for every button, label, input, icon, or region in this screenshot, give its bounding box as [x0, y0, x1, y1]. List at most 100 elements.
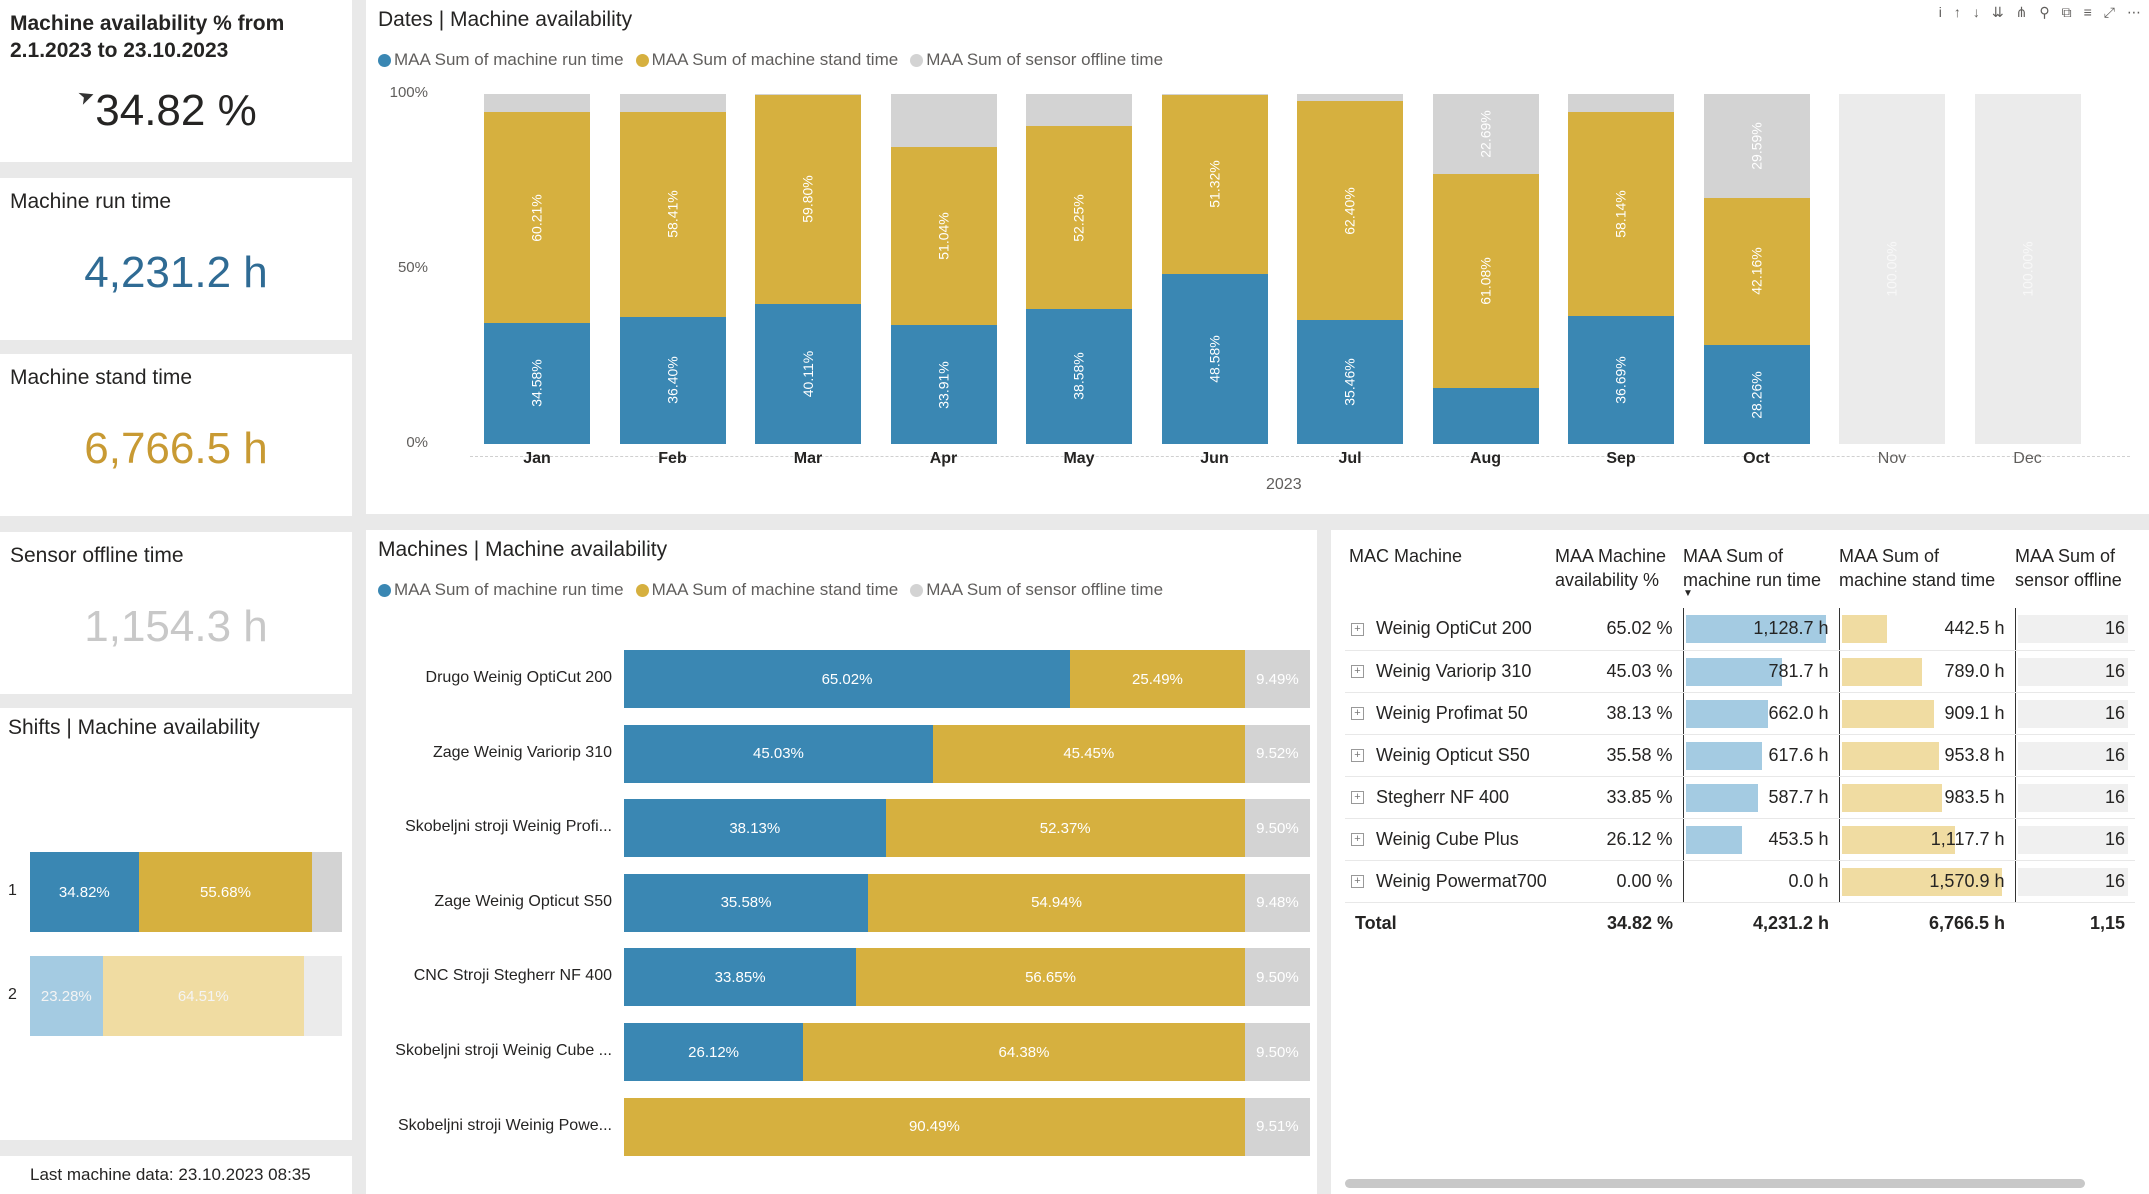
expand-icon[interactable]: + [1351, 749, 1364, 763]
expand-icon[interactable]: + [1351, 623, 1364, 636]
bar-segment-stand[interactable]: 64.51% [102, 956, 304, 1036]
bar-segment-offline-dec[interactable]: 100.00% [1974, 94, 2081, 444]
focus-mode-icon[interactable]: ⤢ [2103, 4, 2115, 20]
expand-icon[interactable]: + [1351, 665, 1364, 679]
bar-segment-offline[interactable]: 9.52% [1244, 724, 1310, 783]
column-header-machine[interactable]: MAC Machine [1349, 546, 1463, 566]
bar-segment-run-may[interactable]: 38.58% [1026, 308, 1132, 444]
bar-segment-stand[interactable]: 25.49% [1070, 650, 1245, 708]
bar-segment-offline-feb[interactable] [619, 94, 726, 113]
kpi-stand-time-card[interactable]: Machine stand time 6,766.5 h [0, 354, 352, 516]
table-row[interactable]: + Weinig Powermat700 0.00 % 0.0 h 1,570.9 h 1… [1345, 860, 2135, 903]
bar-segment-run[interactable]: 45.03% [624, 724, 933, 783]
bar-segment-stand[interactable]: 55.68% [138, 852, 313, 932]
bar-segment-offline-nov[interactable]: 100.00% [1839, 94, 1945, 444]
info-icon[interactable]: i [1938, 4, 1942, 20]
bar-segment-stand-jul[interactable]: 62.40% [1297, 101, 1403, 320]
bar-segment-stand[interactable]: 54.94% [868, 873, 1245, 932]
horizontal-scrollbar[interactable] [1345, 1179, 2085, 1188]
bar-segment-run-mar[interactable]: 40.11% [755, 303, 861, 444]
machines-table-card[interactable]: MAC Machine MAA Machine availability % M… [1331, 530, 2149, 1194]
bar-segment-run-oct[interactable]: 28.26% [1703, 345, 1810, 444]
filter-icon[interactable]: ≡ [2083, 4, 2092, 20]
bar-segment-stand-jun[interactable]: 51.32% [1161, 94, 1268, 274]
bar-segment-run-sep[interactable]: 36.69% [1568, 315, 1674, 444]
pin-icon[interactable]: ⚲ [2039, 4, 2050, 20]
expand-icon[interactable]: + [1351, 707, 1364, 721]
kpi-sensor-offline-card[interactable]: Sensor offline time 1,154.3 h [0, 532, 352, 694]
bar-segment-offline-apr[interactable] [890, 94, 997, 147]
table-row[interactable]: + Weinig Profimat 50 38.13 % 662.0 h 909.1 h… [1345, 692, 2135, 735]
expand-icon[interactable]: + [1351, 791, 1364, 805]
bar-segment-run-apr[interactable]: 33.91% [890, 325, 997, 444]
bar-segment-offline[interactable]: 9.50% [1244, 799, 1310, 858]
column-header-stand-time[interactable]: MAA Sum of machine stand time [1839, 546, 1996, 590]
kpi-availability-card[interactable]: Machine availability % from 2.1.2023 to … [0, 0, 352, 162]
bar-segment-offline[interactable]: 9.51% [1244, 1097, 1310, 1156]
bar-segment-run[interactable]: 23.28% [30, 956, 103, 1036]
bar-segment-run[interactable]: 38.13% [624, 799, 886, 858]
expand-icon[interactable]: + [1351, 875, 1364, 889]
bar-segment-run[interactable]: 26.12% [624, 1023, 804, 1081]
bar-segment-offline-aug[interactable]: 22.69% [1432, 94, 1539, 175]
table-row[interactable]: + Weinig Variorip 310 45.03 % 781.7 h 789.0 … [1345, 650, 2135, 693]
bar-segment-stand-sep[interactable]: 58.14% [1568, 112, 1674, 316]
bar-segment-offline-jan[interactable] [484, 94, 590, 113]
bar-segment-stand[interactable]: 64.38% [803, 1023, 1245, 1081]
legend-item-offline[interactable]: MAA Sum of sensor offline time [910, 50, 1163, 70]
bar-segment-run-aug[interactable] [1432, 388, 1539, 444]
bar-segment-offline-sep[interactable] [1568, 94, 1674, 113]
legend-item-run[interactable]: MAA Sum of machine run time [378, 580, 624, 600]
table-row[interactable]: + Weinig Cube Plus 26.12 % 453.5 h 1,117.7 h… [1345, 818, 2135, 861]
dates-chart-card[interactable]: Dates | Machine availability i ↑ ↓ ⇊ ⋔ ⚲ ⧉ ≡ ⤢ ⋯ … [366, 0, 2149, 514]
bar-segment-stand-may[interactable]: 52.25% [1026, 126, 1132, 309]
bar-segment-offline[interactable]: 9.50% [1244, 948, 1310, 1007]
machines-chart-card[interactable]: Machines | Machine availability MAA Sum … [366, 530, 1317, 1194]
column-header-offline[interactable]: MAA Sum of sensor offline [2015, 546, 2122, 590]
bar-segment-run-feb[interactable]: 36.40% [619, 316, 726, 444]
bar-segment-offline-may[interactable] [1026, 94, 1132, 127]
column-header-availability[interactable]: MAA Machine availability % [1555, 546, 1667, 590]
bar-segment-offline[interactable]: 9.48% [1244, 873, 1310, 932]
bar-segment-stand[interactable]: 52.37% [885, 799, 1245, 858]
bar-segment-stand-oct[interactable]: 42.16% [1703, 197, 1810, 346]
more-options-icon[interactable]: ⋯ [2127, 4, 2141, 20]
bar-segment-stand-jan[interactable]: 60.21% [484, 112, 590, 323]
arrow-down-icon[interactable]: ↓ [1972, 4, 1980, 20]
legend-item-stand[interactable]: MAA Sum of machine stand time [635, 50, 898, 70]
bar-segment-stand-apr[interactable]: 51.04% [890, 146, 997, 326]
bar-segment-run-jul[interactable]: 35.46% [1297, 319, 1403, 444]
column-header-run-time[interactable]: MAA Sum of machine run time ▼ [1683, 544, 1839, 608]
bar-segment-run[interactable]: 33.85% [624, 948, 857, 1007]
table-row[interactable]: + Weinig OptiCut 200 65.02 % 1,128.7 h 442.5… [1345, 608, 2135, 651]
bar-segment-run-jun[interactable]: 48.58% [1161, 273, 1268, 444]
arrow-up-icon[interactable]: ↑ [1953, 4, 1961, 20]
bar-segment-stand-aug[interactable]: 61.08% [1432, 174, 1539, 388]
bar-segment-offline[interactable]: 9.50% [1244, 1023, 1310, 1081]
bar-segment-offline[interactable]: 9.49% [1244, 650, 1310, 708]
table-row[interactable]: + Weinig Opticut S50 35.58 % 617.6 h 953.8 h… [1345, 734, 2135, 777]
bar-segment-offline[interactable] [303, 956, 342, 1036]
bar-segment-offline[interactable] [312, 852, 342, 932]
double-arrow-down-icon[interactable]: ⇊ [1991, 4, 2004, 20]
legend-item-stand[interactable]: MAA Sum of machine stand time [635, 580, 898, 600]
copy-icon[interactable]: ⧉ [2061, 4, 2072, 20]
bar-segment-run[interactable]: 34.82% [30, 852, 139, 932]
bar-segment-stand[interactable]: 90.49% [624, 1097, 1245, 1156]
kpi-run-time-card[interactable]: Machine run time 4,231.2 h [0, 178, 352, 340]
bar-segment-stand[interactable]: 56.65% [856, 948, 1245, 1007]
expand-hierarchy-icon[interactable]: ⋔ [2015, 4, 2028, 20]
bar-segment-run-jan[interactable]: 34.58% [484, 322, 590, 444]
bar-segment-stand-mar[interactable]: 59.80% [755, 94, 861, 304]
legend-item-run[interactable]: MAA Sum of machine run time [378, 50, 624, 70]
shifts-chart-card[interactable]: Shifts | Machine availability 1 34.82% 55.… [0, 708, 352, 1140]
bar-segment-stand[interactable]: 45.45% [932, 724, 1245, 783]
bar-segment-offline-oct[interactable]: 29.59% [1703, 94, 1810, 198]
expand-icon[interactable]: + [1351, 833, 1364, 847]
bar-segment-run[interactable]: 65.02% [624, 650, 1071, 708]
bar-segment-stand-feb[interactable]: 58.41% [619, 112, 726, 317]
bar-segment-offline-jul[interactable] [1297, 94, 1403, 102]
legend-item-offline[interactable]: MAA Sum of sensor offline time [910, 580, 1163, 600]
table-row[interactable]: + Stegherr NF 400 33.85 % 587.7 h 983.5 h 16 [1345, 776, 2135, 819]
bar-segment-run[interactable]: 35.58% [624, 873, 869, 932]
